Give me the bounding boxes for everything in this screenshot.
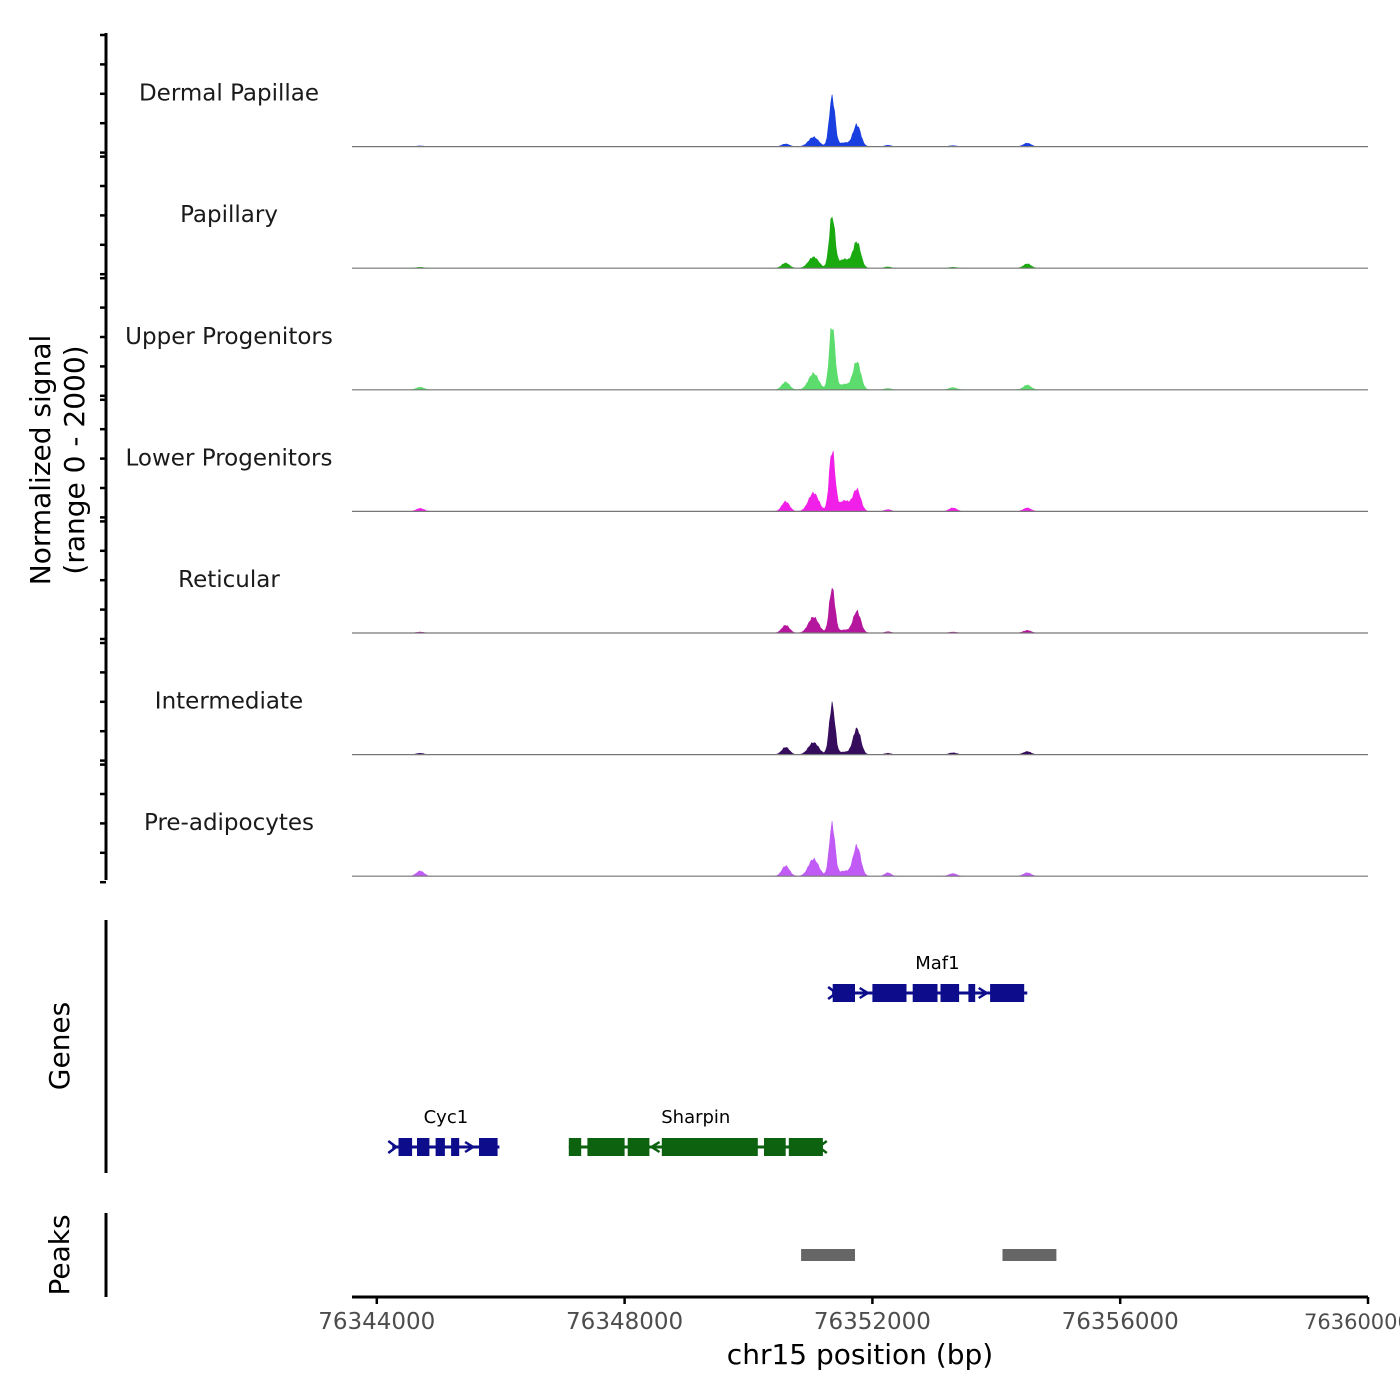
gene-exon [451, 1138, 460, 1156]
track-label-lower-progenitors: Lower Progenitors [126, 445, 333, 471]
x-axis-tick-label: 76352000 [814, 1309, 931, 1335]
coverage-area-pre-adipocytes [352, 821, 1368, 877]
signal-y-axis-title-line2: (range 0 - 2000) [58, 345, 91, 574]
x-axis-tick-label: 76348000 [566, 1309, 683, 1335]
track-intermediate: Intermediate [155, 689, 1368, 756]
track-upper-progenitors: Upper Progenitors [125, 324, 1368, 391]
track-label-upper-progenitors: Upper Progenitors [125, 324, 333, 350]
gene-exon [832, 984, 855, 1002]
signal-y-axis [100, 33, 108, 884]
gene-maf1: Maf1 [827, 953, 1028, 1002]
coverage-area-dermal-papillae [352, 94, 1368, 147]
gene-exon [661, 1138, 758, 1156]
strand-arrow-icon [978, 986, 990, 1000]
strand-arrow-icon [827, 986, 839, 1000]
signal-y-axis-title-line1: Normalized signal [24, 335, 57, 586]
signal-tracks: Dermal Papillae Papillary Upper Progenitor… [125, 81, 1368, 877]
gene-exon [627, 1138, 650, 1156]
x-axis-tick-label: 76344000 [318, 1309, 435, 1335]
coverage-area-upper-progenitors [352, 327, 1368, 391]
track-label-reticular: Reticular [178, 567, 280, 593]
genes-track-label: Genes [43, 1002, 76, 1090]
x-axis-tick-label: 76360000 [1304, 1310, 1400, 1334]
track-reticular: Reticular [178, 567, 1368, 634]
gene-sharpin: Sharpin [568, 1107, 828, 1156]
gene-label-cyc1: Cyc1 [424, 1107, 469, 1128]
gene-cyc1: Cyc1 [387, 1107, 500, 1156]
strand-arrow-icon [464, 1140, 476, 1154]
track-lower-progenitors: Lower Progenitors [126, 445, 1368, 512]
gene-exon [990, 984, 1025, 1002]
peak-region [801, 1249, 855, 1261]
gene-exon [568, 1138, 582, 1156]
gene-exon [940, 984, 960, 1002]
coverage-area-reticular [352, 587, 1368, 634]
track-label-pre-adipocytes: Pre-adipocytes [144, 810, 314, 836]
peaks-track: Peaks [43, 1213, 1057, 1297]
track-label-dermal-papillae: Dermal Papillae [139, 81, 319, 107]
gene-label-maf1: Maf1 [915, 953, 959, 974]
x-axis: chr15 position (bp) 76344000 76348000 7635… [318, 1295, 1400, 1371]
gene-exon [764, 1138, 786, 1156]
gene-exon [479, 1138, 498, 1156]
track-label-intermediate: Intermediate [155, 689, 303, 715]
genes-track: Genes Maf1 Cyc1 Sharpin [43, 920, 1028, 1173]
track-pre-adipocytes: Pre-adipocytes [144, 810, 1368, 877]
strand-arrow-icon [649, 1140, 661, 1154]
peaks-track-label: Peaks [43, 1214, 76, 1295]
gene-exon [398, 1138, 413, 1156]
peak-region [1002, 1249, 1057, 1261]
coverage-area-intermediate [352, 701, 1368, 755]
strand-arrow-icon [859, 986, 871, 1000]
track-label-papillary: Papillary [180, 202, 278, 228]
track-dermal-papillae: Dermal Papillae [139, 81, 1368, 148]
gene-exon [872, 984, 907, 1002]
x-axis-title: chr15 position (bp) [727, 1338, 993, 1371]
gene-exon [587, 1138, 625, 1156]
gene-exon [788, 1138, 823, 1156]
gene-exon [435, 1138, 445, 1156]
track-papillary: Papillary [180, 202, 1368, 269]
gene-exon [417, 1138, 430, 1156]
coverage-area-lower-progenitors [352, 451, 1368, 512]
gene-exon [912, 984, 938, 1002]
strand-arrow-icon [816, 1140, 828, 1154]
gene-label-sharpin: Sharpin [661, 1107, 730, 1128]
gene-exon [968, 984, 976, 1002]
x-axis-tick-label: 76356000 [1062, 1309, 1179, 1335]
strand-arrow-icon [387, 1140, 399, 1154]
coverage-area-papillary [352, 216, 1368, 269]
